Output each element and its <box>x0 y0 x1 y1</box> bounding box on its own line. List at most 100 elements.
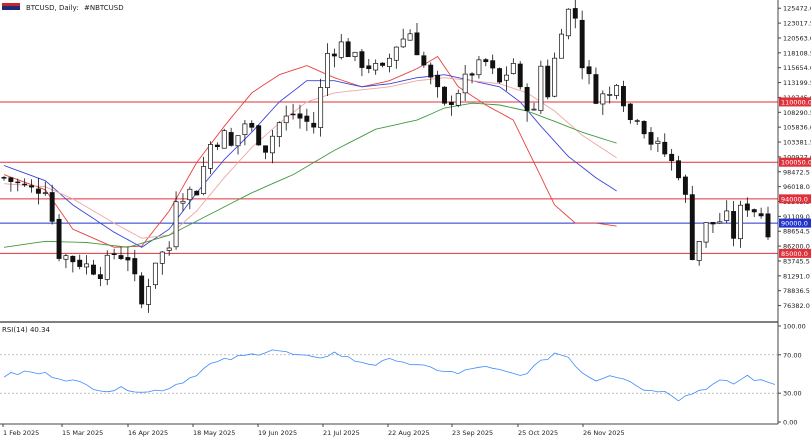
price-tick-label: 86200.0 <box>783 243 810 251</box>
candle-body <box>366 65 372 70</box>
price-tick-label: 113199.5 <box>783 79 811 87</box>
candle-body <box>620 86 626 107</box>
time-axis: 1 Feb 2025 15 Mar 2025 16 Apr 2025 18 May 2… <box>2 424 625 437</box>
candle-body <box>655 140 661 144</box>
symbol-description: #NBTCUSD <box>84 4 124 12</box>
candle-body <box>669 153 675 162</box>
candle-body <box>318 87 324 128</box>
candle-body <box>490 60 496 69</box>
level-label-box <box>779 157 811 167</box>
candle-body <box>338 41 344 58</box>
level-label-box <box>779 97 811 107</box>
candle-body <box>407 33 413 41</box>
candle-body <box>614 85 620 96</box>
candle-body <box>194 190 200 196</box>
price-tick-label: 81291.0 <box>783 272 810 280</box>
candle-body <box>42 192 48 194</box>
chart-header: BTCUSD, Daily: #NBTCUSD <box>2 3 124 12</box>
candle-body <box>269 135 275 154</box>
candle-body <box>221 130 227 149</box>
candle-body <box>586 66 592 75</box>
candle-body <box>63 255 69 260</box>
candle-body <box>22 183 28 186</box>
candle-body <box>345 41 351 58</box>
level-labels: 110000.0 100050.0 94000.0 90000.0 85000.0 <box>779 97 811 258</box>
candle-body <box>35 188 41 194</box>
candle-body <box>187 188 193 201</box>
price-tick-label: 123017.5 <box>783 20 811 28</box>
candle-body <box>510 63 516 74</box>
candle-body <box>29 185 34 188</box>
price-tick-label: 108290.5 <box>783 109 811 117</box>
rsi-tick-label: 0.00 <box>783 419 797 427</box>
time-tick-label: 1 Feb 2025 <box>3 429 39 437</box>
candle-body <box>97 274 103 280</box>
moving-average-line <box>3 77 617 239</box>
horizontal-levels <box>0 101 778 254</box>
price-tick-label: 120563.0 <box>783 34 811 42</box>
candle-body <box>373 63 379 71</box>
candle-body <box>56 218 62 259</box>
candle-body <box>125 257 131 261</box>
candle-body <box>476 59 482 76</box>
candle-body <box>400 38 406 48</box>
rsi-indicator <box>0 349 778 402</box>
candle-body <box>703 222 709 243</box>
candle-body <box>565 8 571 37</box>
moving-averages <box>3 55 617 248</box>
candle-body <box>311 122 317 128</box>
candle-body <box>538 65 544 111</box>
candle-body <box>214 144 220 148</box>
candle-body <box>579 19 585 69</box>
level-label: 100050.0 <box>781 159 811 167</box>
candle-body <box>676 160 681 179</box>
moving-average-line <box>3 102 617 248</box>
candle-body <box>435 74 441 88</box>
price-tick-label: 88654.5 <box>783 228 810 236</box>
candle-body <box>442 86 447 104</box>
candle-body <box>263 145 269 153</box>
price-tick-label: 125472.0 <box>783 5 811 13</box>
candle-body <box>1 177 7 179</box>
symbol-label: BTCUSD, Daily: <box>26 4 79 12</box>
candle-body <box>15 181 21 184</box>
time-tick-label: 18 May 2025 <box>193 429 235 437</box>
candle-body <box>744 203 750 211</box>
candle-body <box>325 53 330 89</box>
candle-body <box>462 73 468 94</box>
candle-body <box>428 64 434 78</box>
candle-body <box>249 122 255 128</box>
level-label-box <box>779 194 811 204</box>
price-tick-label: 115654.0 <box>783 64 811 72</box>
candle-body <box>738 204 743 240</box>
candle-body <box>524 87 530 111</box>
candle-body <box>696 241 702 261</box>
candle-body <box>139 275 145 305</box>
candle-body <box>173 201 179 248</box>
candle-body <box>380 62 386 66</box>
candle-body <box>297 113 303 119</box>
candle-body <box>118 255 124 259</box>
candle-body <box>421 55 427 66</box>
candle-body <box>159 251 165 264</box>
rsi-tick-label: 70.00 <box>783 351 802 359</box>
candle-body <box>552 57 558 97</box>
candle-body <box>331 53 337 57</box>
candle-body <box>8 177 14 182</box>
candle-body <box>283 115 289 124</box>
moving-average-line <box>3 55 617 248</box>
candle-body <box>352 51 358 57</box>
price-tick-label: 91109.0 <box>783 213 810 221</box>
candle-body <box>208 144 213 169</box>
candle-body <box>91 264 96 275</box>
price-tick-label: 98472.5 <box>783 168 810 176</box>
candle-body <box>517 63 523 88</box>
candle-body <box>201 166 207 194</box>
level-label: 94000.0 <box>781 195 808 203</box>
candle-body <box>77 259 83 267</box>
candle-body <box>751 209 757 213</box>
time-tick-label: 16 Apr 2025 <box>128 429 168 437</box>
candle-body <box>455 93 461 106</box>
candle-body <box>627 103 633 121</box>
